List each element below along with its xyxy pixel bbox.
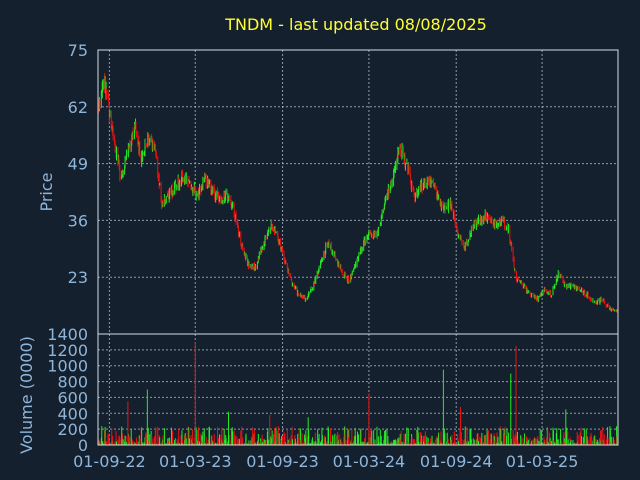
volume-tick-label: 600 (57, 388, 88, 407)
x-tick-label: 01-09-24 (420, 452, 493, 471)
price-tick-label: 62 (68, 98, 88, 117)
x-tick-label: 01-09-22 (73, 452, 146, 471)
volume-plot-frame (97, 333, 619, 446)
x-tick-label: 01-03-25 (506, 452, 579, 471)
x-axis-ticks: 01-09-22 01-03-23 01-09-23 01-03-24 01-09-24… (73, 452, 578, 471)
volume-tick-label: 1400 (47, 325, 88, 344)
x-tick-label: 01-09-23 (246, 452, 319, 471)
x-tick-label: 01-03-23 (159, 452, 232, 471)
volume-plot-area (98, 334, 618, 445)
price-axis-label: Price (37, 172, 56, 211)
volume-tick-label: 200 (57, 420, 88, 439)
price-plot-area (98, 50, 618, 334)
price-panel: 75 62 49 36 23 Price (37, 41, 619, 335)
volume-tick-label: 0 (78, 436, 88, 455)
volume-tick-label: 1200 (47, 341, 88, 360)
chart-title: TNDM - last updated 08/08/2025 (224, 15, 487, 34)
volume-tick-label: 1000 (47, 357, 88, 376)
volume-tick-label: 400 (57, 404, 88, 423)
price-tick-label: 23 (68, 268, 88, 287)
price-tick-label: 49 (68, 155, 88, 174)
x-tick-label: 01-03-24 (333, 452, 406, 471)
volume-axis-label: Volume (0000) (17, 336, 36, 454)
price-y-ticks: 75 62 49 36 23 (68, 41, 88, 287)
price-tick-label: 36 (68, 211, 88, 230)
volume-tick-label: 800 (57, 373, 88, 392)
price-tick-label: 75 (68, 41, 88, 60)
price-candles (97, 73, 619, 314)
